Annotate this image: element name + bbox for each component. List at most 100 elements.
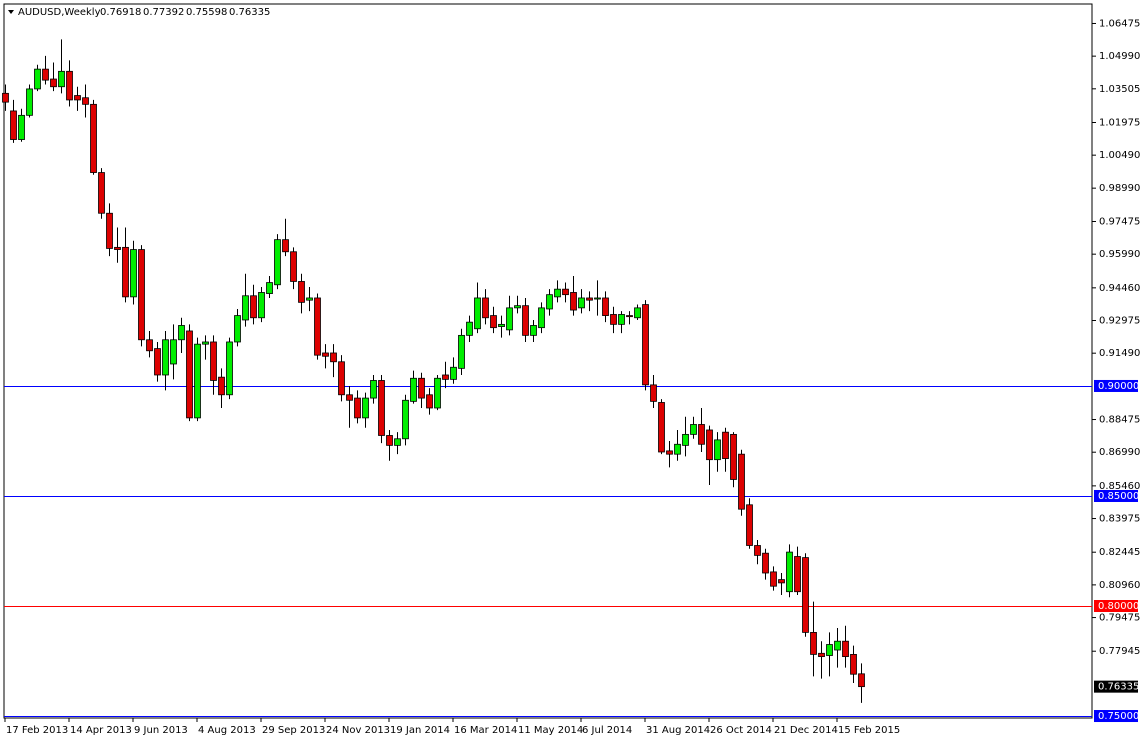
candle-body — [834, 640, 841, 651]
candle-body — [98, 172, 105, 214]
candle-body — [114, 246, 121, 250]
candle-body — [650, 384, 657, 402]
candle-body — [170, 339, 177, 365]
y-tick-label: 1.00490 — [1099, 150, 1140, 161]
x-tick-label: 6 Jul 2014 — [582, 725, 632, 736]
candle-body — [490, 315, 497, 329]
candle-body — [74, 95, 81, 101]
candle-body — [26, 88, 33, 116]
candle-body — [314, 297, 321, 356]
level-label-box — [1094, 379, 1138, 392]
x-tick-label: 31 Aug 2014 — [646, 725, 710, 736]
candle-body — [394, 438, 401, 446]
candle-body — [330, 352, 337, 363]
candle-body — [2, 92, 9, 103]
candle-body — [338, 361, 345, 396]
candle-body — [850, 654, 857, 675]
candle-body — [562, 288, 569, 296]
level-label: 0.85000 — [1098, 491, 1139, 502]
level-label: 0.90000 — [1098, 381, 1139, 392]
candle-body — [210, 341, 217, 381]
y-tick-label: 0.85460 — [1099, 481, 1140, 492]
candle-body — [554, 288, 561, 298]
menu-arrow[interactable] — [8, 10, 14, 14]
header-value: 0.75598 — [186, 7, 227, 18]
candle-body — [602, 297, 609, 316]
level-label: 0.80000 — [1098, 601, 1139, 612]
candle-body — [810, 632, 817, 655]
candle-body — [778, 579, 785, 584]
candle-body — [818, 652, 825, 658]
candle-body — [298, 281, 305, 303]
candle-body — [138, 249, 145, 341]
candle-body — [410, 377, 417, 402]
candle-body — [530, 325, 537, 336]
y-tick-label: 1.01975 — [1099, 117, 1140, 128]
candle-body — [234, 315, 241, 343]
candle-body — [522, 305, 529, 336]
candle-body — [586, 297, 593, 301]
x-tick-label: 4 Aug 2013 — [198, 725, 256, 736]
candle-body — [658, 402, 665, 453]
header-value: 0.76918 — [100, 7, 141, 18]
candle-body — [730, 433, 737, 480]
candle-body — [346, 394, 353, 401]
candle-body — [258, 292, 265, 319]
candle-body — [442, 374, 449, 380]
candle-body — [354, 397, 361, 419]
header-value: 0.77392 — [143, 7, 184, 18]
y-tick-label: 1.06475 — [1099, 18, 1140, 29]
candle-body — [506, 307, 513, 331]
y-tick-label: 0.82445 — [1099, 547, 1140, 558]
x-tick-label: 29 Sep 2013 — [262, 725, 325, 736]
candle-body — [498, 323, 505, 327]
candle-body — [274, 239, 281, 286]
candle-body — [426, 394, 433, 409]
candle-body — [290, 251, 297, 282]
candle-body — [722, 431, 729, 459]
y-tick-label: 0.79475 — [1099, 613, 1140, 624]
candle-body — [770, 571, 777, 587]
header-value: 0.76335 — [229, 7, 270, 18]
candle-body — [626, 315, 633, 318]
chart-title: AUDUSD,Weekly — [18, 7, 101, 18]
candle-body — [434, 377, 441, 409]
price-label: 0.76335 — [1098, 682, 1139, 693]
candle-body — [674, 443, 681, 455]
candle-body — [42, 68, 49, 81]
candle-body — [50, 78, 57, 88]
level-label: 0.75000 — [1098, 711, 1139, 722]
candle-body — [370, 380, 377, 399]
ohlc-header: 0.76918 0.77392 0.75598 0.76335 — [100, 7, 270, 18]
candle-body — [306, 297, 313, 301]
candle-body — [362, 397, 369, 419]
y-tick-label: 0.98990 — [1099, 183, 1140, 194]
candle-body — [682, 433, 689, 446]
x-tick-label: 11 May 2014 — [518, 725, 583, 736]
candle-body — [178, 325, 185, 341]
candle-body — [146, 339, 153, 352]
candle-body — [418, 377, 425, 399]
candle-body — [754, 545, 761, 556]
candle-body — [250, 295, 257, 319]
y-tick-label: 1.04990 — [1099, 51, 1140, 62]
candle-body — [746, 504, 753, 546]
x-tick-label: 15 Feb 2015 — [838, 725, 900, 736]
y-tick-label: 0.83975 — [1099, 514, 1140, 525]
candle-body — [154, 348, 161, 376]
candle-body — [226, 341, 233, 396]
candle-body — [738, 453, 745, 510]
x-tick-label: 17 Feb 2013 — [6, 725, 68, 736]
candle-body — [58, 70, 65, 88]
y-tick-label: 1.03505 — [1099, 84, 1140, 95]
candle-body — [546, 294, 553, 310]
candle-body — [194, 343, 201, 419]
candle-body — [202, 341, 209, 345]
x-tick-label: 21 Dec 2014 — [774, 725, 838, 736]
candle-body — [10, 110, 17, 140]
candle-body — [642, 304, 649, 386]
candle-body — [186, 330, 193, 419]
candle-body — [698, 424, 705, 445]
